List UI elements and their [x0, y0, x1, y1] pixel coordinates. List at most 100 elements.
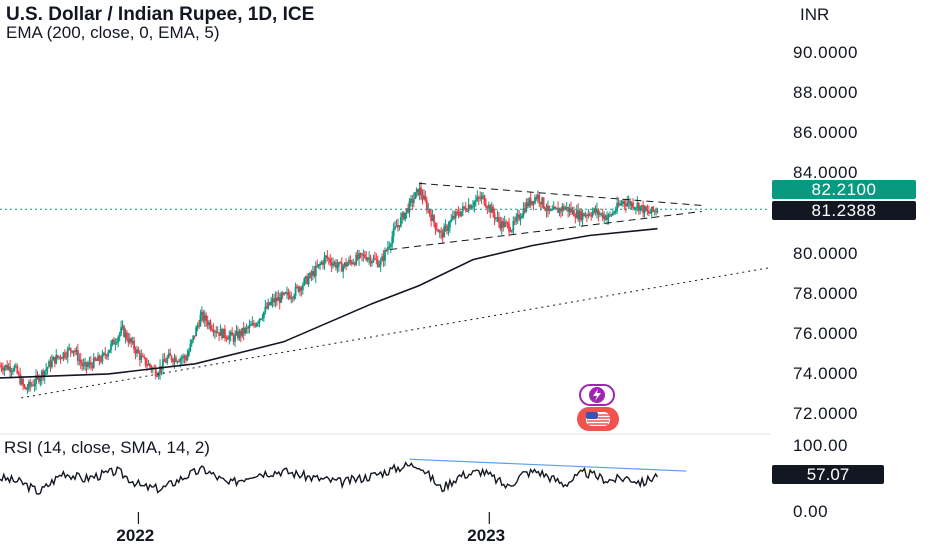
candle-body-167 [239, 331, 242, 336]
candle-body-66 [94, 357, 97, 361]
candle-body-28 [39, 378, 42, 382]
candle-body-157 [225, 337, 228, 339]
candle-body-19 [26, 388, 29, 390]
candle-body-62 [88, 362, 91, 366]
candle-body-282 [405, 208, 408, 213]
candle-body-376 [541, 197, 544, 205]
candle-body-443 [637, 203, 640, 211]
candle-body-389 [560, 208, 562, 212]
candle-body-219 [314, 265, 317, 277]
candle-body-31 [43, 370, 46, 377]
candle-body-336 [483, 195, 486, 205]
candle-body-222 [319, 263, 322, 265]
candle-body-23 [32, 384, 35, 386]
candle-body-267 [384, 250, 386, 261]
candle-body-35 [49, 361, 52, 368]
candle-body-400 [575, 210, 578, 218]
candle-body-205 [294, 286, 297, 296]
candle-body-249 [358, 253, 360, 260]
candle-body-352 [506, 222, 509, 224]
candle-body-127 [182, 356, 185, 359]
candle-body-50 [71, 350, 73, 353]
candle-body-110 [157, 373, 160, 377]
candle-body-182 [261, 317, 264, 319]
candle-body-59 [84, 362, 86, 365]
candle-body-380 [547, 205, 549, 211]
candle-body-49 [69, 348, 72, 351]
candle-body-6 [7, 366, 10, 370]
time-tick-label: 2023 [467, 526, 506, 545]
candle-body-404 [581, 213, 584, 221]
candle-body-130 [186, 355, 189, 361]
candle-body-61 [87, 365, 89, 367]
candle-body-298 [428, 209, 431, 215]
candle-body-303 [436, 229, 438, 231]
candle-body-384 [552, 207, 555, 210]
candle-body-379 [545, 210, 548, 212]
price-tick-label: 88.0000 [793, 83, 858, 103]
candle-body-266 [382, 256, 385, 261]
candle-body-244 [350, 261, 353, 264]
candle-body-268 [385, 250, 388, 252]
candle-body-369 [531, 201, 533, 205]
candle-body-332 [477, 197, 480, 199]
lightning-icon[interactable] [579, 384, 615, 406]
candle-body-341 [490, 206, 493, 213]
candle-body-382 [549, 209, 552, 211]
candle-body-241 [346, 263, 349, 267]
candle-body-288 [414, 192, 417, 199]
candle-body-354 [509, 231, 512, 233]
candle-body-297 [427, 209, 430, 211]
indicator-legend[interactable]: EMA (200, close, 0, EMA, 5) [6, 23, 220, 42]
candle-body-362 [521, 215, 523, 219]
candle-body-263 [378, 265, 381, 267]
candle-body-317 [456, 211, 458, 213]
candle-body-343 [493, 213, 496, 219]
candle-body-116 [166, 357, 169, 363]
candle-body-109 [156, 376, 159, 378]
candle-body-34 [48, 361, 50, 368]
candle-body-325 [467, 204, 470, 212]
candle-body-442 [636, 203, 639, 208]
candle-body-43 [61, 358, 63, 360]
candle-body-324 [466, 210, 469, 212]
candle-body-270 [388, 246, 391, 248]
candle-body-228 [327, 258, 330, 260]
chart-title: U.S. Dollar / Indian Rupee, 1D, ICE [6, 4, 315, 25]
candle-body-318 [457, 212, 460, 215]
candle-body-159 [228, 335, 231, 340]
candle-body-73 [104, 353, 107, 356]
candle-body-448 [645, 206, 647, 211]
us-flag-icon[interactable] [577, 407, 619, 431]
candle-body-208 [299, 287, 301, 292]
candle-body-90 [128, 338, 131, 343]
candle-body-294 [423, 195, 425, 200]
candle-body-364 [523, 208, 526, 212]
candle-body-85 [121, 325, 124, 328]
candle-body-187 [268, 302, 271, 305]
price-tick-label: 74.0000 [793, 363, 858, 383]
last-price-tag: 82.2100 [772, 180, 916, 199]
candle-body-1 [0, 365, 3, 369]
candle-body-251 [361, 253, 363, 256]
candle-body-350 [503, 222, 506, 228]
candle-body-307 [441, 232, 444, 238]
candle-body-41 [58, 356, 61, 358]
price-tick-label: 84.0000 [793, 163, 858, 183]
candle-body-18 [25, 387, 27, 390]
candle-body-101 [144, 357, 147, 366]
candle-body-99 [141, 355, 144, 357]
candle-body-33 [46, 367, 49, 370]
candle-body-125 [179, 358, 182, 362]
candle-body-161 [231, 332, 234, 336]
candle-body-131 [187, 350, 190, 356]
candle-body-239 [343, 262, 346, 267]
candle-body-426 [613, 212, 616, 214]
candle-body-261 [375, 259, 378, 261]
candle-body-119 [170, 355, 173, 361]
candle-body-83 [118, 333, 121, 337]
candle-body-129 [185, 358, 187, 361]
rsi-legend[interactable]: RSI (14, close, SMA, 14, 2) [4, 438, 210, 457]
